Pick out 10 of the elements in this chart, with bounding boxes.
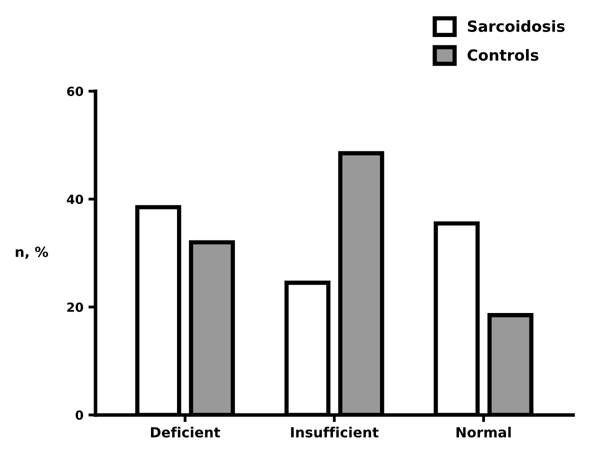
legend-label: Controls	[468, 49, 538, 61]
y-tick-label: 20	[67, 302, 84, 312]
x-tick-label: Deficient	[151, 426, 220, 438]
y-tick-label: 60	[67, 86, 84, 96]
y-tick-label: 40	[66, 194, 84, 204]
x-tick-label: Insufficient	[291, 426, 378, 438]
y-axis-title: n, %	[16, 246, 48, 259]
x-tick-label: Normal	[456, 426, 511, 438]
legend-label: Sarcoidosis	[468, 20, 565, 32]
y-tick-label: 0	[76, 410, 84, 420]
